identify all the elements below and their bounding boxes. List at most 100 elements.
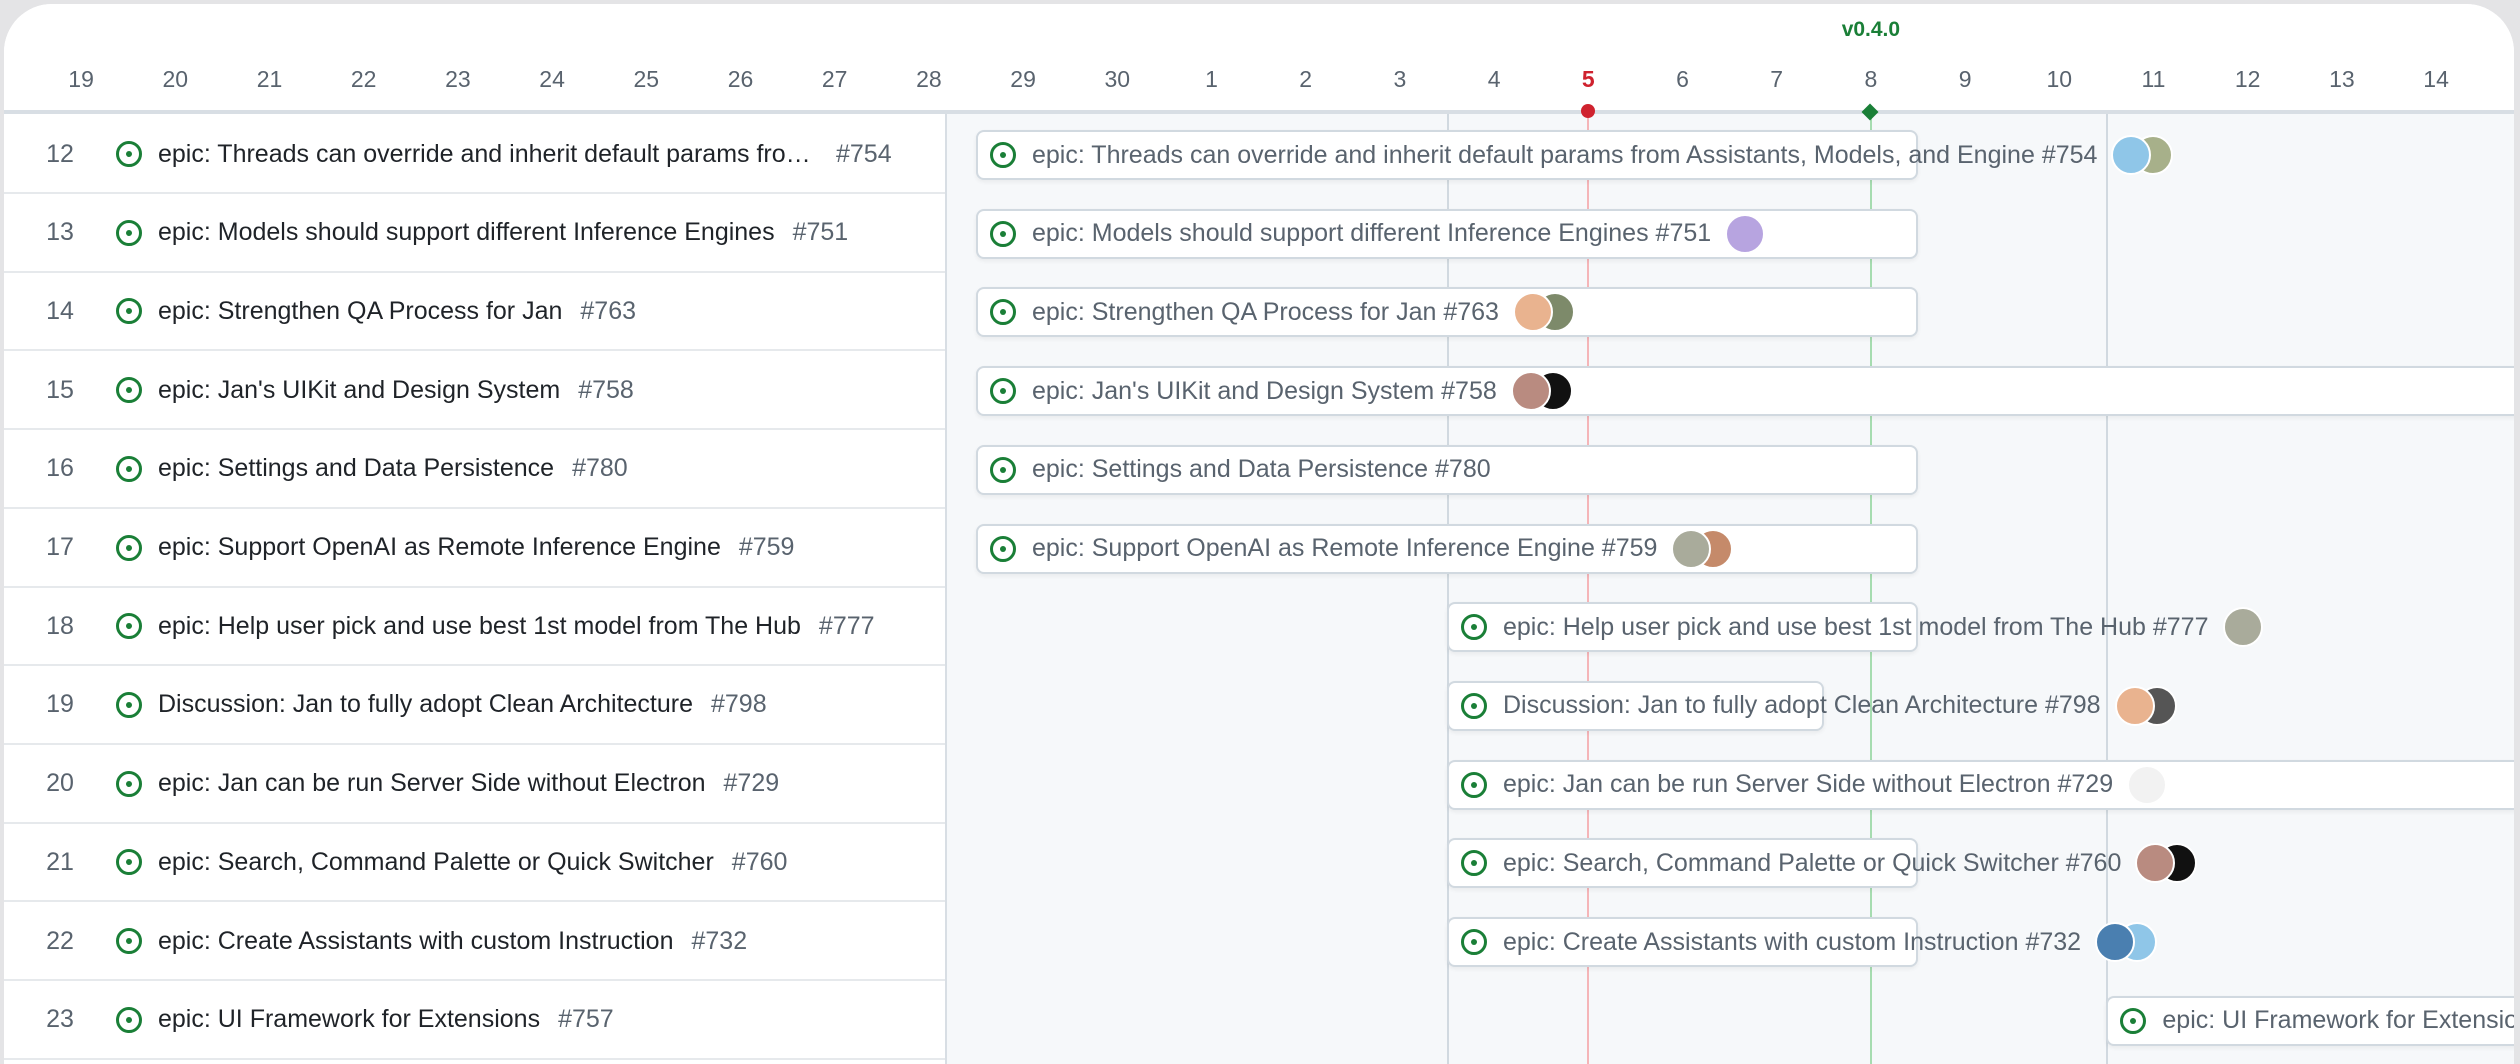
issue-number: #759 [738, 533, 795, 561]
row-number: 22 [46, 926, 74, 955]
issue-title[interactable]: epic: Settings and Data Persistence [158, 454, 555, 483]
row-number: 21 [46, 847, 74, 876]
day-label: 8 [1864, 66, 1878, 92]
day-label: 20 [162, 66, 189, 92]
issue-row[interactable]: 23 epic: UI Framework for Extensions #757 [4, 982, 945, 1060]
roadmap-bar[interactable] [976, 287, 1918, 338]
issue-row[interactable]: 17 epic: Support OpenAI as Remote Inferen… [4, 510, 945, 588]
day-label: 11 [2141, 66, 2166, 92]
issue-row[interactable]: 16 epic: Settings and Data Persistence #78… [4, 431, 945, 509]
bar-title: epic: Help user pick and use best 1st mo… [1503, 613, 2209, 642]
avatar[interactable] [2127, 764, 2168, 805]
day-label: 7 [1770, 66, 1784, 92]
issue-number: #757 [558, 1005, 614, 1034]
bar-issue-number: #729 [2057, 770, 2114, 799]
roadmap-bar[interactable] [1447, 680, 1824, 731]
issue-title[interactable]: epic: UI Framework for Extensions [158, 1005, 541, 1034]
row-number: 12 [46, 139, 74, 168]
issue-open-icon [116, 534, 142, 561]
assignee-avatars[interactable] [2095, 922, 2158, 962]
assignee-avatars[interactable] [2222, 607, 2263, 648]
assignee-avatars[interactable] [1725, 213, 1766, 254]
issue-title[interactable]: epic: Models should support different In… [158, 218, 775, 247]
issue-open-icon [116, 377, 142, 404]
milestone-label[interactable]: v0.4.0 [1841, 18, 1901, 41]
assignee-avatars[interactable] [2135, 843, 2198, 884]
issue-title[interactable]: epic: Support OpenAI as Remote Inference… [158, 533, 721, 561]
bar-issue-number: #780 [1435, 455, 1491, 484]
issue-open-icon [990, 378, 1016, 405]
bar-label: epic: UI Framework for Extensions #757 [2106, 996, 2514, 1046]
bar-issue-number: #754 [2041, 140, 2098, 169]
issue-row[interactable]: 14 epic: Strengthen QA Process for Jan #76… [4, 273, 945, 352]
bar-issue-number: #732 [2025, 927, 2082, 956]
avatar[interactable] [1510, 371, 1551, 412]
row-number: 16 [46, 454, 74, 483]
issue-number: #751 [792, 218, 849, 247]
assignee-avatars[interactable] [2114, 685, 2177, 726]
issue-row[interactable]: 12 epic: Threads can override and inherit… [4, 116, 945, 194]
issue-number: #732 [691, 926, 748, 955]
roadmap-bar[interactable] [976, 523, 1918, 574]
issue-row[interactable]: 19 Discussion: Jan to fully adopt Clean A… [4, 667, 945, 745]
bar-label: epic: Support OpenAI as Remote Inference… [976, 524, 1734, 574]
issue-title[interactable]: epic: Strengthen QA Process for Jan [158, 296, 563, 325]
day-label: 23 [445, 66, 471, 92]
issue-open-icon [990, 220, 1016, 247]
issue-row[interactable]: 18 epic: Help user pick and use best 1st … [4, 588, 945, 667]
issue-title[interactable]: epic: Threads can override and inherit d… [158, 139, 818, 168]
issue-row[interactable]: 13 epic: Models should support different … [4, 195, 945, 273]
issue-row[interactable]: 21 epic: Search, Command Palette or Quick… [4, 824, 945, 903]
issue-list: 12 epic: Threads can override and inherit… [4, 114, 947, 1064]
row-number: 14 [46, 296, 74, 325]
bar-title-text: epic: Jan's UIKit and Design System [1032, 376, 1435, 405]
avatar[interactable] [1671, 528, 1712, 569]
issue-open-icon [116, 691, 142, 718]
bar-label: epic: Jan can be run Server Side without… [1447, 760, 2168, 810]
issue-open-icon [990, 299, 1016, 326]
issue-title[interactable]: Discussion: Jan to fully adopt Clean Arc… [158, 690, 693, 719]
roadmap-bar[interactable] [2106, 995, 2514, 1046]
roadmap-bar[interactable] [976, 366, 2514, 417]
issue-title[interactable]: epic: Help user pick and use best 1st mo… [158, 611, 801, 640]
row-number: 15 [46, 375, 74, 404]
issue-open-icon [116, 1006, 142, 1033]
bar-label: epic: Help user pick and use best 1st mo… [1447, 602, 2263, 652]
day-label: 5 [1581, 66, 1595, 92]
issue-title[interactable]: epic: Create Assistants with custom Inst… [158, 926, 674, 955]
issue-open-icon [116, 141, 142, 167]
issue-open-icon [1461, 929, 1487, 955]
bar-title: epic: Create Assistants with custom Inst… [1503, 928, 2081, 957]
avatar[interactable] [1725, 213, 1766, 254]
avatar[interactable] [2095, 922, 2136, 962]
avatar[interactable] [2222, 607, 2263, 648]
avatar[interactable] [2114, 685, 2155, 726]
roadmap-bar[interactable] [1447, 602, 1918, 653]
issue-open-icon [116, 298, 142, 325]
avatar[interactable] [2135, 843, 2176, 884]
assignee-avatars[interactable] [2111, 135, 2174, 175]
bar-title: epic: Jan's UIKit and Design System #758 [1032, 377, 1497, 406]
avatar[interactable] [1512, 292, 1553, 333]
assignee-avatars[interactable] [1510, 371, 1573, 412]
assignee-avatars[interactable] [1671, 528, 1734, 569]
bar-label: epic: Models should support different In… [976, 209, 1766, 259]
day-label: 10 [2046, 66, 2073, 92]
issue-title[interactable]: epic: Search, Command Palette or Quick S… [158, 847, 714, 876]
bar-title: epic: Search, Command Palette or Quick S… [1503, 849, 2121, 878]
day-label: 4 [1487, 66, 1501, 92]
issue-title[interactable]: epic: Jan's UIKit and Design System [158, 375, 561, 404]
roadmap-bar[interactable] [1447, 759, 2514, 810]
issue-title[interactable]: epic: Jan can be run Server Side without… [158, 769, 706, 798]
issue-row[interactable]: 22 epic: Create Assistants with custom In… [4, 903, 945, 981]
assignee-avatars[interactable] [1512, 292, 1575, 333]
avatar[interactable] [2111, 135, 2152, 175]
issue-row[interactable]: 20 epic: Jan can be run Server Side witho… [4, 746, 945, 824]
issue-row[interactable]: 15 epic: Jan's UIKit and Design System #75… [4, 352, 945, 431]
bar-title: epic: UI Framework for Extensions #757 [2162, 1006, 2514, 1035]
roadmap-bar[interactable] [1447, 917, 1918, 967]
assignee-avatars[interactable] [2127, 764, 2168, 805]
roadmap-bar[interactable] [1447, 838, 1918, 889]
roadmap-bar[interactable] [976, 444, 1918, 495]
roadmap-bar[interactable] [976, 130, 1918, 180]
